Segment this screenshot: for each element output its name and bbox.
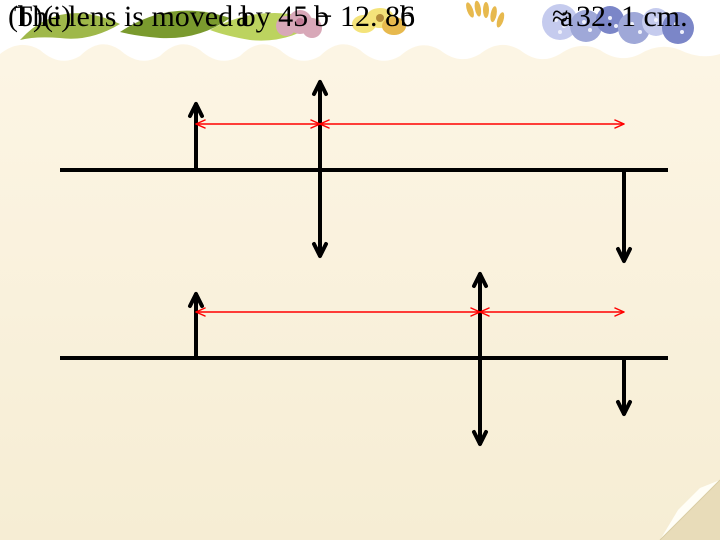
optics-diagram	[0, 0, 720, 540]
slide: (b)(i) a b b a The lens is moved by 45 −…	[0, 0, 720, 540]
